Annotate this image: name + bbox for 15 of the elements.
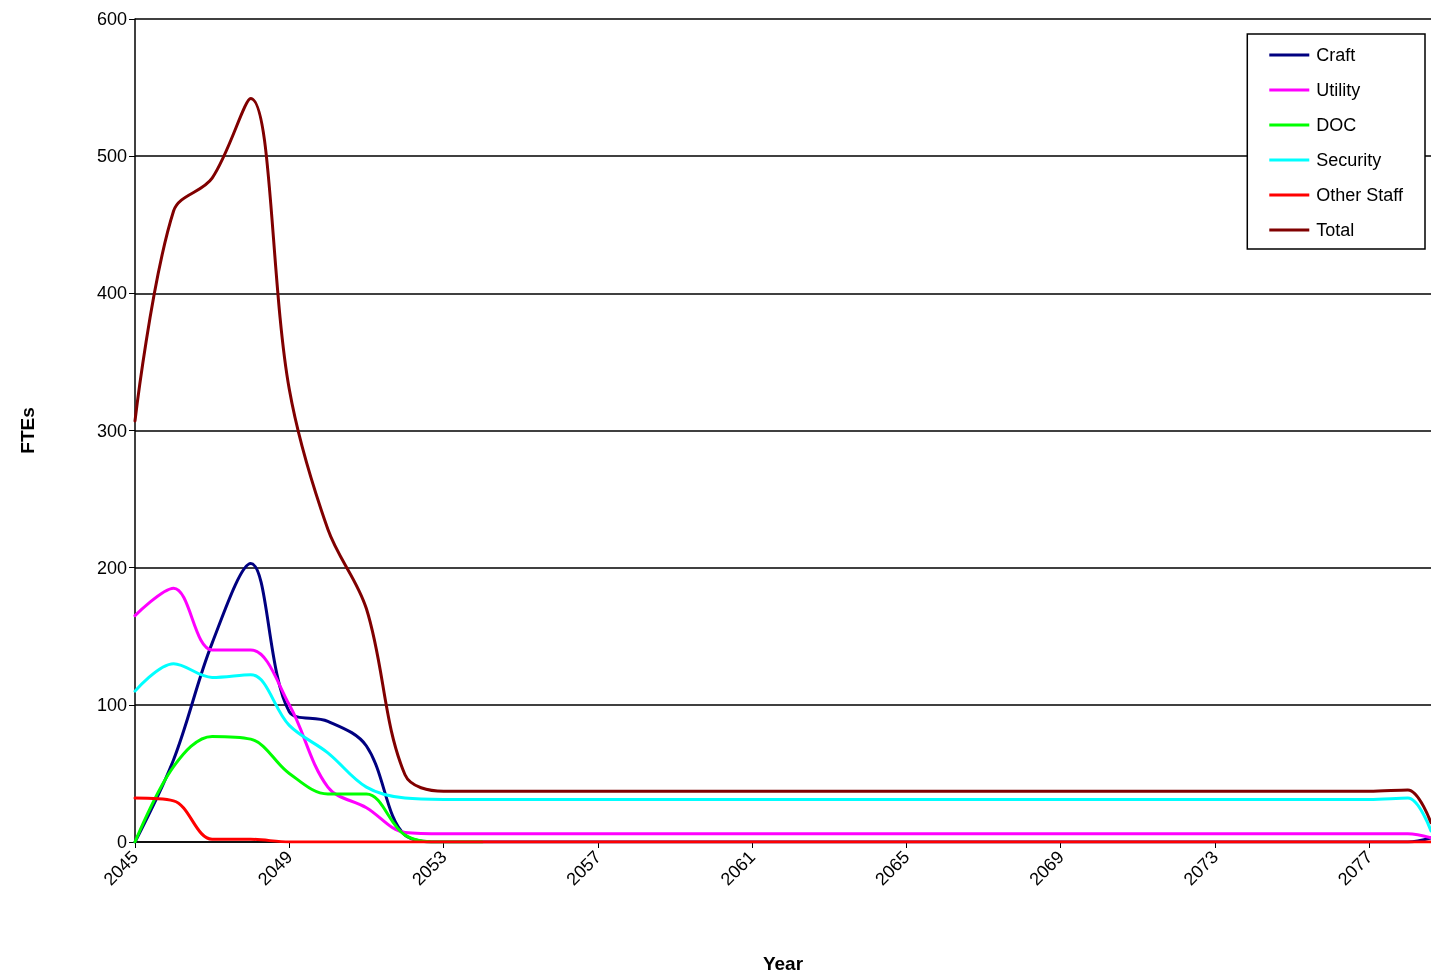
y-tick-label: 400 (96, 283, 127, 304)
legend-label: Craft (1316, 45, 1356, 65)
y-tick-label: 200 (96, 557, 127, 578)
y-axis-title: FTEs (17, 407, 38, 454)
legend-label: Total (1316, 220, 1355, 240)
x-axis-title: Year (762, 953, 804, 974)
y-tick-label: 100 (96, 694, 127, 715)
legend-label: DOC (1316, 115, 1357, 135)
y-tick-label: 600 (96, 9, 127, 29)
y-tick-label: 300 (96, 420, 127, 441)
legend-label: Utility (1316, 80, 1361, 100)
y-tick-label: 0 (116, 832, 127, 852)
legend-label: Other Staff (1316, 185, 1404, 205)
y-tick-label: 500 (96, 146, 127, 167)
legend-label: Security (1316, 150, 1382, 170)
